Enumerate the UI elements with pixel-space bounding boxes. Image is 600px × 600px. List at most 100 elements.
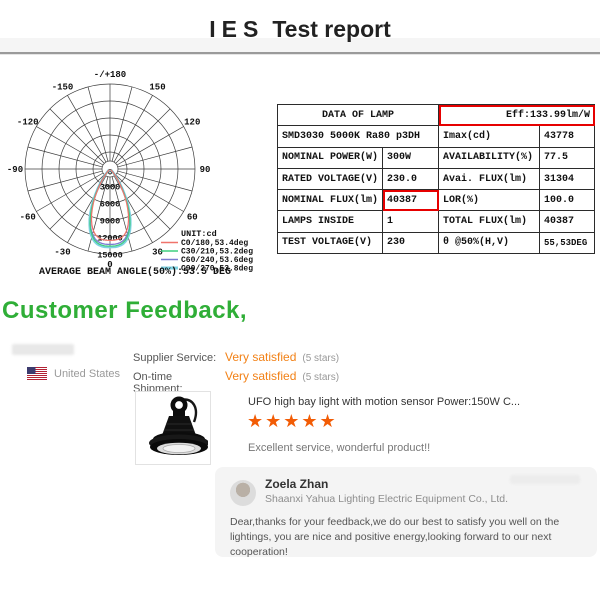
- table-row: NOMINAL FLUX(lm) 40387 LOR(%) 100.0: [276, 189, 596, 212]
- grid-spoke: [116, 172, 184, 212]
- angle-label: 120: [184, 118, 200, 128]
- cell-label: LOR(%): [438, 189, 541, 212]
- legend-entry: C60/240,53.6deg: [181, 256, 253, 265]
- angle-label: -30: [54, 247, 70, 257]
- grid-spoke: [27, 146, 103, 168]
- buyer-review-text: Excellent service, wonderful product!!: [248, 442, 431, 454]
- cell-value: 40387: [539, 210, 596, 233]
- radial-tick-label: 6000: [100, 200, 120, 210]
- product-title-link[interactable]: UFO high bay light with motion sensor Po…: [248, 396, 521, 408]
- grid-spoke: [36, 126, 104, 166]
- cell-label: TEST VOLTAGE(V): [276, 231, 384, 255]
- angle-label: -60: [20, 213, 36, 223]
- header-divider: [0, 52, 600, 55]
- customer-feedback-heading: Customer Feedback,: [2, 297, 248, 324]
- angle-label: 150: [149, 83, 165, 93]
- grid-spoke: [116, 126, 184, 166]
- legend-entry: C90/270,53.8deg: [181, 265, 253, 274]
- grid-spoke: [113, 95, 153, 163]
- avatar: [230, 480, 256, 506]
- rating-stars-count: (5 stars): [302, 353, 340, 364]
- beam-curve: [90, 169, 130, 241]
- page-title-rest: Test report: [272, 16, 391, 42]
- page-title: IES Test report: [0, 16, 600, 43]
- supplier-reply-card: Zoela Zhan Shaanxi Yahua Lighting Electr…: [215, 467, 597, 558]
- cell-value: 77.5: [539, 146, 596, 169]
- lamp-data-table: DATA OF LAMP Eff:133.99lm/W SMD3030 5000…: [276, 103, 596, 255]
- grid-spoke: [115, 174, 171, 230]
- supplier-contact-name: Zoela Zhan: [265, 477, 329, 491]
- table-header-left: DATA OF LAMP: [276, 103, 440, 127]
- cell-value: 300W: [382, 146, 440, 169]
- header-strip: [0, 38, 600, 53]
- grid-spoke: [87, 176, 109, 252]
- grid-spoke: [117, 170, 193, 192]
- page-title-prefix: IES: [209, 16, 265, 42]
- cell-label: θ @50%(H,V): [438, 231, 541, 255]
- grid-spoke: [117, 146, 193, 168]
- cell-value: 230.0: [382, 167, 440, 191]
- grid-spoke: [49, 108, 105, 164]
- table-row: LAMPS INSIDE 1 TOTAL FLUX(lm) 40387: [276, 210, 596, 233]
- radial-tick-label: 0: [107, 168, 112, 178]
- product-thumbnail[interactable]: [135, 391, 211, 465]
- polar-chart-svg: -/+180 -150 -120 -90 -60 -30 0 30 60 90 120 150 0 300…: [7, 70, 253, 278]
- cell-label: RATED VOLTAGE(V): [276, 167, 384, 191]
- ufo-lamp-image: [149, 396, 209, 455]
- legend-entry: C0/180,53.4deg: [181, 239, 248, 248]
- rating-value: Very satisfied: [225, 369, 297, 383]
- photometric-polar-chart: -/+180 -150 -120 -90 -60 -30 0 30 60 90 120 150 0 300…: [0, 58, 270, 296]
- angle-label: 60: [187, 213, 198, 223]
- angle-label: -120: [17, 118, 39, 128]
- star-rating: ★★★★★: [247, 411, 338, 431]
- supplier-company-name: Shaanxi Yahua Lighting Electric Equipmen…: [265, 493, 509, 505]
- table-row: SMD3030 5000K Ra80 p3DH Imax(cd) 43778: [276, 125, 596, 148]
- cell-value: 55,53DEG: [539, 231, 596, 255]
- cell-value: 100.0: [539, 189, 596, 212]
- angle-label: -/+180: [94, 70, 126, 80]
- cell-label: NOMINAL POWER(W): [276, 146, 384, 169]
- rating-row-supplier-service: Supplier Service: Very satisfied (5 star…: [133, 350, 339, 364]
- table-row: TEST VOLTAGE(V) 230 θ @50%(H,V) 55,53DEG: [276, 231, 596, 255]
- cell-label: AVAILABILITY(%): [438, 146, 541, 169]
- angle-label: 90: [200, 165, 211, 175]
- legend-unit-label: UNIT:cd: [181, 229, 217, 239]
- grid-spoke: [111, 86, 133, 162]
- table-row: DATA OF LAMP Eff:133.99lm/W: [276, 103, 596, 127]
- grid-spoke: [36, 172, 104, 212]
- rating-label: Supplier Service:: [133, 352, 217, 364]
- legend-entry: C30/210,53.2deg: [181, 248, 253, 257]
- grid-spoke: [115, 108, 171, 164]
- rating-stars-count: (5 stars): [302, 372, 340, 383]
- buyer-name-blurred: [12, 344, 74, 355]
- supplier-reply-message: Dear,thanks for your feedback,we do our …: [230, 516, 560, 558]
- radial-tick-label: 15000: [97, 251, 123, 261]
- cell-label: Imax(cd): [438, 125, 541, 148]
- cell-value: 1: [382, 210, 440, 233]
- radial-tick-label: 3000: [100, 183, 120, 193]
- angle-label: -90: [7, 165, 23, 175]
- grid-spoke: [27, 170, 103, 192]
- average-beam-angle-label: AVERAGE BEAM ANGLE(50%):53.5 DEG: [39, 266, 231, 278]
- reply-blurred-detail: [510, 475, 580, 484]
- cell-label: NOMINAL FLUX(lm): [276, 189, 384, 212]
- efficiency-highlight-cell: Eff:133.99lm/W: [438, 103, 596, 127]
- cell-value: 43778: [539, 125, 596, 148]
- lamp-model-cell: SMD3030 5000K Ra80 p3DH: [276, 125, 440, 148]
- cell-label: Avai. FLUX(lm): [438, 167, 541, 191]
- cell-value: 230: [382, 231, 440, 255]
- table-row: NOMINAL POWER(W) 300W AVAILABILITY(%) 77…: [276, 146, 596, 169]
- rating-value: Very satisfied: [225, 350, 297, 364]
- country-label: United States: [54, 367, 121, 380]
- angle-label: 30: [152, 247, 163, 257]
- angle-label: 0: [107, 260, 112, 270]
- radial-tick-label: 12000: [97, 234, 123, 244]
- cell-label: LAMPS INSIDE: [276, 210, 384, 233]
- grid-spoke: [111, 176, 133, 252]
- buyer-country: United States: [27, 367, 120, 380]
- grid-spoke: [49, 174, 105, 230]
- angle-label: -150: [52, 83, 74, 93]
- table-row: RATED VOLTAGE(V) 230.0 Avai. FLUX(lm) 31…: [276, 167, 596, 191]
- us-flag-icon: [27, 367, 47, 380]
